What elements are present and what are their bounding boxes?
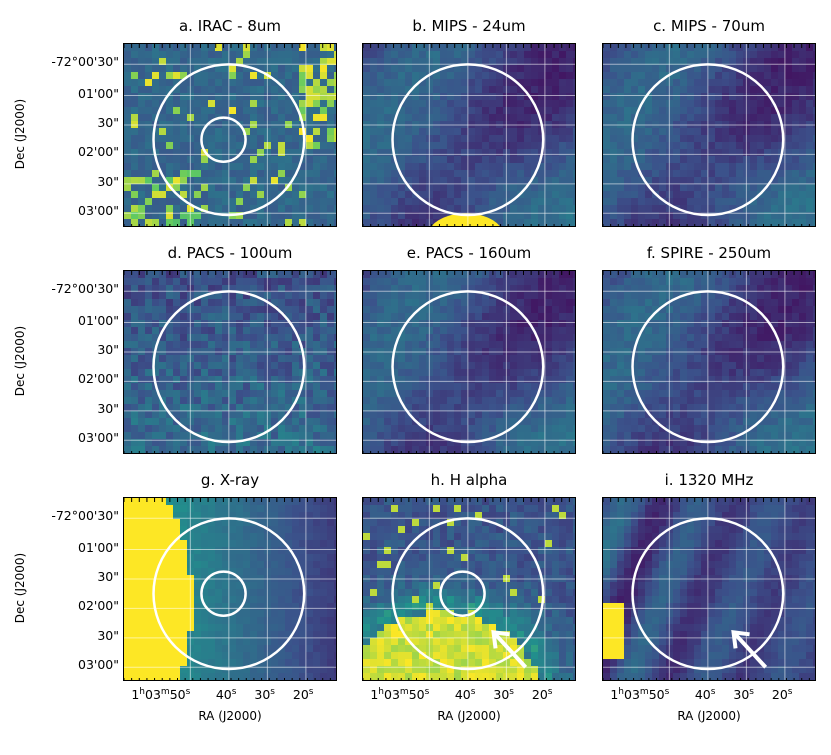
x-axis-label: RA (J2000) bbox=[437, 709, 501, 723]
panel-svg bbox=[124, 271, 336, 453]
inner-circle bbox=[439, 570, 486, 618]
y-tick-label: 30" bbox=[97, 568, 119, 584]
y-tick-label: 01'00" bbox=[78, 85, 119, 101]
panel-title: f. SPIRE - 250um bbox=[646, 244, 772, 262]
y-tick-label: 30" bbox=[97, 627, 119, 643]
region-circle bbox=[152, 290, 306, 444]
y-tick-label: 02'00" bbox=[78, 144, 119, 160]
panel-svg bbox=[363, 44, 575, 226]
panel-title: h. H alpha bbox=[430, 471, 508, 489]
region-circle bbox=[631, 290, 785, 444]
region-circle bbox=[391, 517, 545, 671]
x-axis-label: RA (J2000) bbox=[677, 709, 741, 723]
arrow-line bbox=[492, 630, 528, 669]
panel-image bbox=[602, 270, 816, 454]
panel-image bbox=[362, 497, 576, 681]
panel-image bbox=[602, 497, 816, 681]
x-tick-label: 20s bbox=[292, 687, 314, 703]
y-tick-label: 30" bbox=[97, 341, 119, 357]
y-tick-label: 02'00" bbox=[78, 371, 119, 387]
panel-svg bbox=[363, 498, 575, 680]
x-tick-label: 40s bbox=[694, 687, 716, 703]
x-tick-label: 30s bbox=[733, 687, 754, 703]
x-tick-label: 1h03m50s bbox=[131, 687, 191, 703]
inner-circle bbox=[200, 570, 247, 618]
y-tick-label: -72°00'30" bbox=[51, 54, 119, 70]
panel-title: a. IRAC - 8um bbox=[178, 17, 282, 35]
x-tick-label: 30s bbox=[254, 687, 275, 703]
x-tick-label: 20s bbox=[771, 687, 793, 703]
panel-title: c. MIPS - 70um bbox=[653, 17, 765, 35]
x-tick-label: 1h03m50s bbox=[610, 687, 670, 703]
arrow-head bbox=[731, 630, 750, 649]
y-tick-label: 01'00" bbox=[78, 539, 119, 555]
y-tick-label: 03'00" bbox=[78, 203, 119, 219]
y-tick-label: 30" bbox=[97, 173, 119, 189]
region-circle bbox=[152, 63, 306, 217]
y-tick-label: 03'00" bbox=[78, 430, 119, 446]
panel-image bbox=[123, 497, 337, 681]
y-tick-label: 02'00" bbox=[78, 598, 119, 614]
y-axis-label: Dec (J2000) bbox=[13, 325, 27, 397]
panel-title: b. MIPS - 24um bbox=[412, 17, 526, 35]
panel-svg bbox=[603, 271, 815, 453]
arrow-head bbox=[491, 630, 510, 649]
y-tick-label: 01'00" bbox=[78, 312, 119, 328]
panel-svg bbox=[603, 498, 815, 680]
panel-title: g. X-ray bbox=[200, 471, 260, 489]
x-tick-label: 1h03m50s bbox=[370, 687, 430, 703]
x-tick-label: 20s bbox=[531, 687, 553, 703]
region-circle bbox=[391, 63, 545, 217]
region-circle bbox=[631, 63, 785, 217]
arrow-line bbox=[732, 630, 768, 669]
panel-svg bbox=[603, 44, 815, 226]
panel-image bbox=[123, 270, 337, 454]
x-tick-label: 40s bbox=[215, 687, 237, 703]
x-tick-label: 30s bbox=[493, 687, 514, 703]
bright-source bbox=[431, 213, 500, 226]
y-tick-label: -72°00'30" bbox=[51, 281, 119, 297]
y-tick-label: 03'00" bbox=[78, 657, 119, 673]
y-tick-label: 30" bbox=[97, 400, 119, 416]
region-circle bbox=[391, 290, 545, 444]
panel-title: d. PACS - 100um bbox=[167, 244, 293, 262]
y-tick-label: 30" bbox=[97, 114, 119, 130]
region-circle bbox=[631, 517, 785, 671]
panel-svg bbox=[124, 498, 336, 680]
panel-title: i. 1320 MHz bbox=[664, 471, 754, 489]
panel-image bbox=[123, 43, 337, 227]
panel-image bbox=[362, 270, 576, 454]
y-axis-label: Dec (J2000) bbox=[13, 98, 27, 170]
y-axis-label: Dec (J2000) bbox=[13, 552, 27, 624]
panel-svg bbox=[363, 271, 575, 453]
y-tick-label: -72°00'30" bbox=[51, 508, 119, 524]
inner-circle bbox=[200, 116, 247, 164]
x-axis-label: RA (J2000) bbox=[198, 709, 262, 723]
panel-svg bbox=[124, 44, 336, 226]
panel-title: e. PACS - 160um bbox=[406, 244, 532, 262]
panel-image bbox=[362, 43, 576, 227]
panel-image bbox=[602, 43, 816, 227]
region-circle bbox=[152, 517, 306, 671]
x-tick-label: 40s bbox=[454, 687, 476, 703]
